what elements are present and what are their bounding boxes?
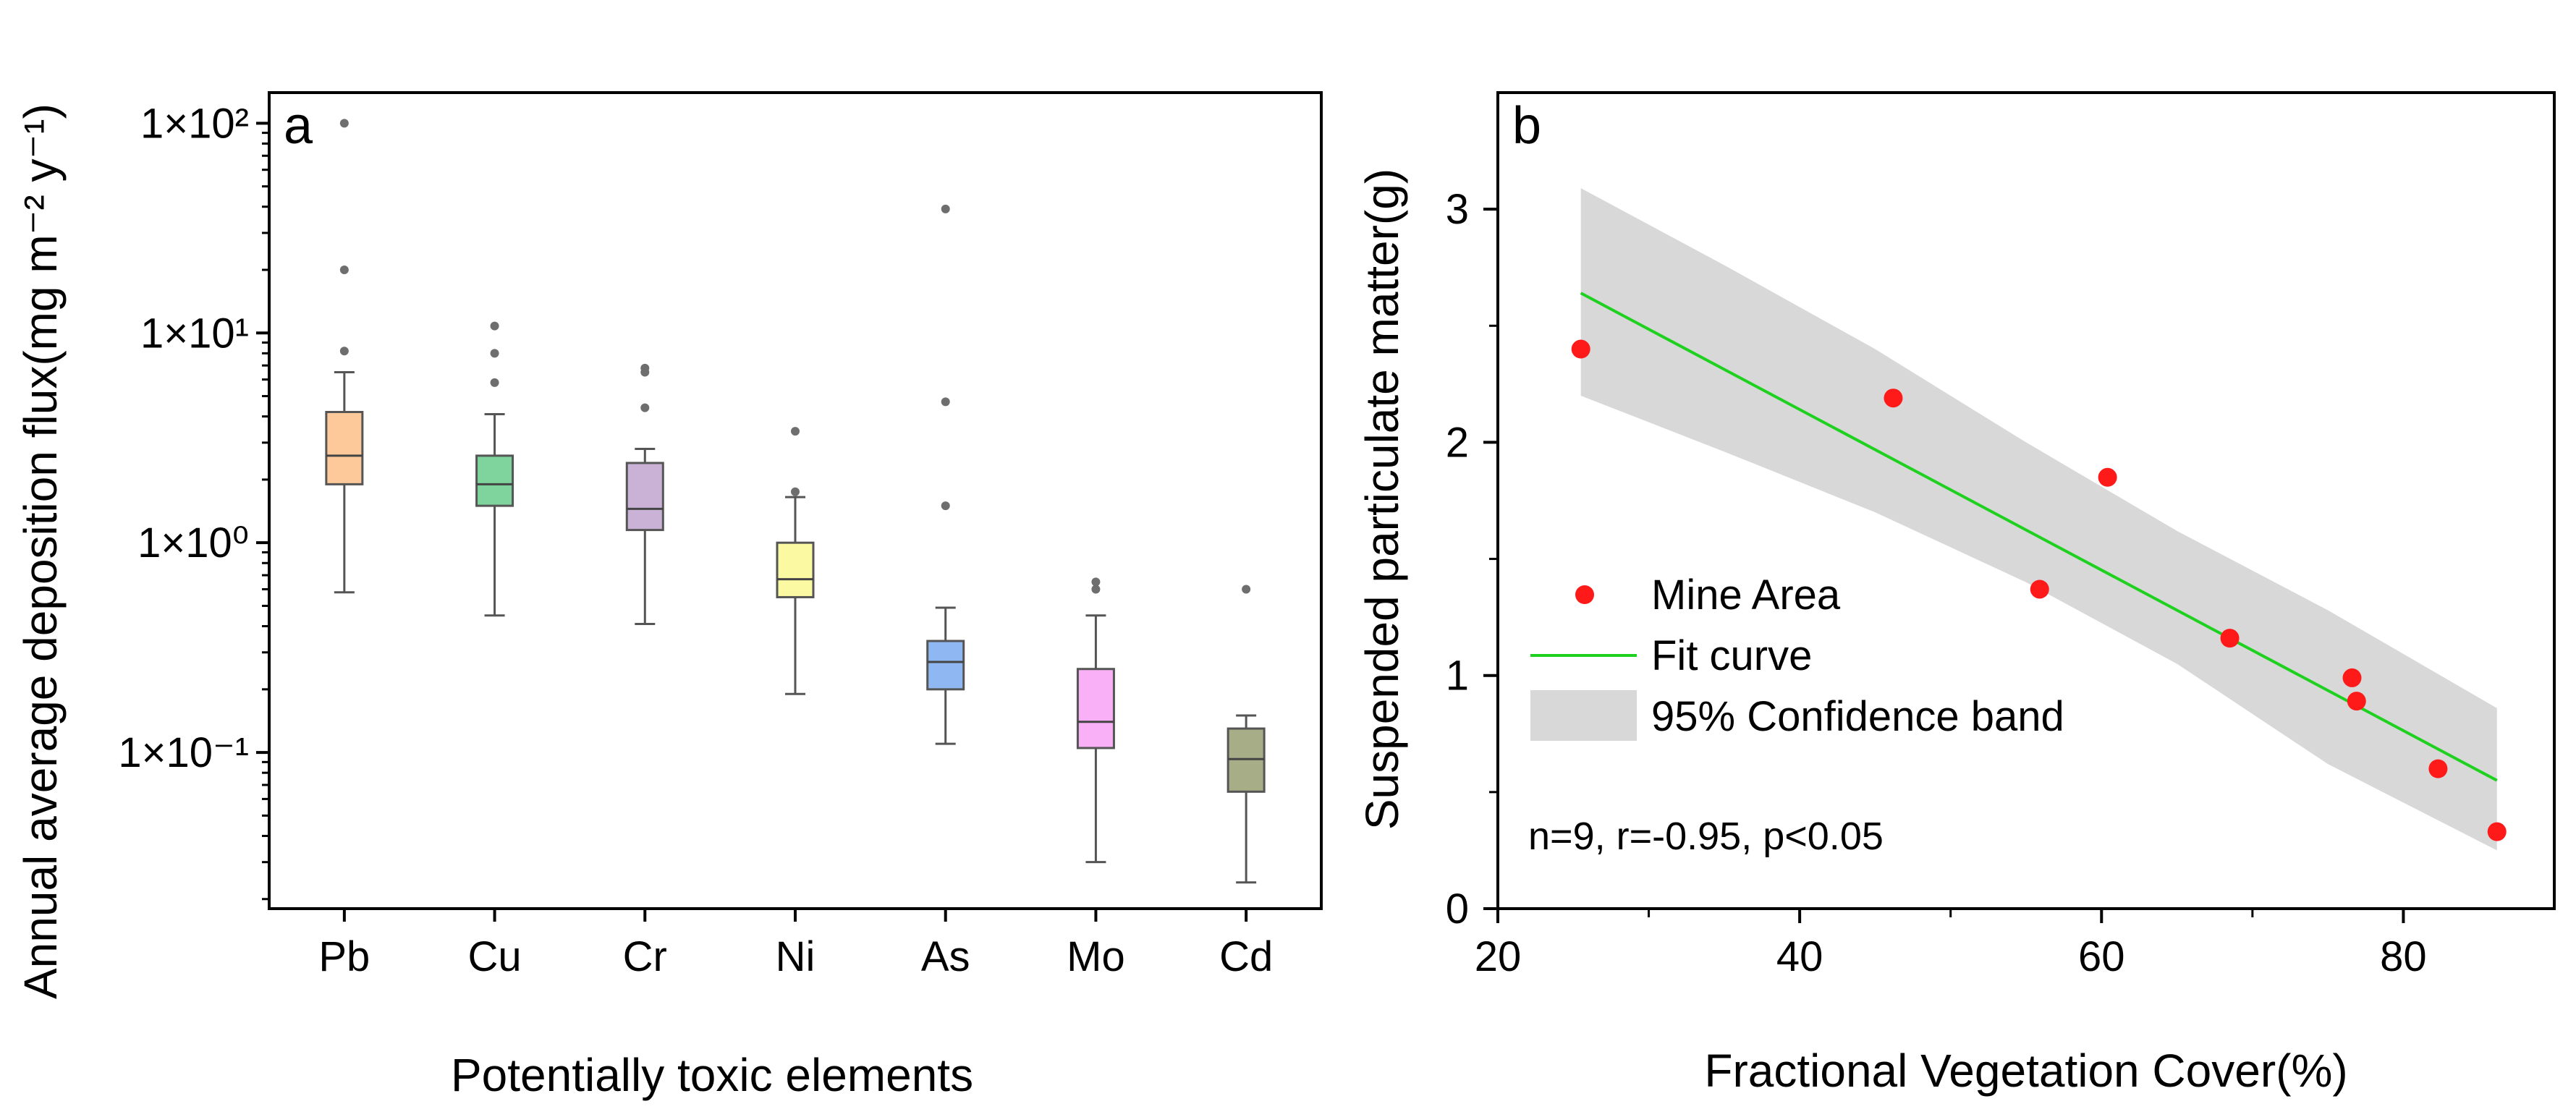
panel-b-x-axis: 20 40 60 80 — [1475, 909, 2427, 980]
panel-b-legend: Mine Area Fit curve 95% Confidence band — [1530, 572, 2064, 741]
legend-marker-confidence-band — [1530, 690, 1637, 741]
data-point-mine-area — [2098, 467, 2117, 487]
box-mo — [1076, 577, 1115, 864]
box-cu-outlier — [490, 321, 499, 331]
data-point-mine-area — [1571, 339, 1590, 359]
box-as-outlier — [941, 397, 950, 407]
box-ni-outlier — [791, 487, 800, 496]
panel-b-y-axis-label: Suspended particulate matter(g) — [1356, 169, 1408, 830]
box-pb-outlier — [339, 119, 349, 128]
legend-marker-mine-area — [1575, 585, 1594, 604]
box-mo-outlier — [1091, 585, 1101, 594]
box-as-outlier — [941, 204, 950, 213]
panel-a-y-axis: 1×10⁻¹ 1×10⁰ 1×10¹ 1×10² — [118, 100, 269, 901]
box-ni-outlier — [791, 427, 800, 436]
box-cr-iqr — [625, 462, 664, 532]
panel-a-letter: a — [284, 97, 313, 155]
panel-a-x-tick-label-ni: Ni — [776, 933, 815, 980]
box-as-iqr — [926, 640, 965, 691]
panel-a-boxes — [325, 119, 1266, 884]
panel-a-x-tick-label-mo: Mo — [1067, 933, 1125, 980]
box-pb-outlier — [339, 266, 349, 275]
panel-b-y-tick-label: 3 — [1446, 186, 1469, 233]
panel-b-letter: b — [1512, 97, 1541, 155]
box-mo-outlier — [1091, 577, 1101, 587]
panel-b-x-axis-label: Fractional Vegetation Cover(%) — [1704, 1045, 2347, 1097]
panel-a-x-tick-label-cr: Cr — [623, 933, 667, 980]
data-point-mine-area — [1884, 388, 1903, 408]
box-cr — [625, 363, 664, 625]
box-pb-outlier — [339, 347, 349, 356]
panel-b-x-tick-label: 60 — [2078, 933, 2125, 980]
panel-b-fit-line — [1580, 292, 2498, 782]
panel-b-scatter: 20 40 60 80 0 1 2 3 b Fractional Vegetation Co… — [1356, 91, 2556, 1097]
data-point-mine-area — [2487, 822, 2507, 841]
box-pb — [325, 119, 364, 594]
panel-a-x-axis: Pb Cu Cr Ni As Mo Cd — [318, 909, 1273, 980]
panel-b-confidence-band — [1580, 188, 2497, 851]
data-point-mine-area — [2347, 692, 2366, 711]
panel-b-y-axis: 0 1 2 3 — [1446, 186, 1498, 933]
box-cr-outlier — [640, 403, 650, 412]
data-point-mine-area — [2428, 759, 2448, 778]
box-cr-outlier — [640, 363, 650, 373]
box-cu-outlier — [490, 349, 499, 358]
box-as — [926, 204, 965, 745]
panel-b-points — [1571, 339, 2507, 841]
panel-a-y-tick-label: 1×10⁻¹ — [118, 729, 249, 776]
panel-b-statistics-annotation: n=9, r=-0.95, p<0.05 — [1528, 815, 1884, 858]
fit-curve-line — [1580, 292, 2498, 782]
panel-a-x-tick-label-pb: Pb — [318, 933, 370, 980]
panel-a-x-tick-label-as: As — [921, 933, 970, 980]
legend-label-mine-area: Mine Area — [1651, 572, 1841, 619]
box-cu-iqr — [475, 454, 514, 507]
box-cd — [1226, 585, 1266, 884]
panel-b-y-tick-label: 2 — [1446, 419, 1469, 466]
panel-b-y-tick-label: 1 — [1446, 653, 1469, 700]
box-cu-outlier — [490, 378, 499, 387]
panel-b-x-tick-label: 40 — [1776, 933, 1823, 980]
data-point-mine-area — [2342, 668, 2362, 687]
confidence-band-area — [1580, 188, 2497, 851]
panel-a-y-tick-label: 1×10² — [140, 100, 249, 147]
panel-a-y-axis-label: Annual average deposition flux(mg m⁻² y⁻… — [14, 103, 67, 999]
data-point-mine-area — [2030, 579, 2049, 599]
panel-b-x-tick-label: 20 — [1475, 933, 1522, 980]
box-pb-iqr — [325, 410, 364, 485]
panel-a-x-axis-label: Potentially toxic elements — [451, 1049, 973, 1101]
panel-a-x-tick-label-cd: Cd — [1219, 933, 1273, 980]
panel-b-x-tick-label: 80 — [2380, 933, 2427, 980]
box-ni — [776, 427, 815, 695]
box-cu — [475, 321, 514, 617]
box-mo-iqr — [1076, 668, 1115, 749]
box-ni-iqr — [776, 541, 815, 598]
box-as-outlier — [941, 501, 950, 511]
panel-a-y-tick-label: 1×10¹ — [140, 310, 249, 357]
legend-label-confidence-band: 95% Confidence band — [1651, 693, 2064, 740]
panel-a-boxplot: 1×10⁻¹ 1×10⁰ 1×10¹ 1×10² Pb Cu Cr Ni As Mo Cd a P… — [14, 91, 1323, 1101]
panel-a-x-tick-label-cu: Cu — [467, 933, 521, 980]
panel-a-y-tick-label: 1×10⁰ — [137, 519, 249, 566]
legend-label-fit-curve: Fit curve — [1651, 632, 1812, 679]
panel-b-y-tick-label: 0 — [1446, 885, 1469, 933]
data-point-mine-area — [2220, 629, 2240, 648]
box-cd-outlier — [1242, 585, 1251, 594]
panel-b-plot-frame — [1496, 91, 2556, 910]
